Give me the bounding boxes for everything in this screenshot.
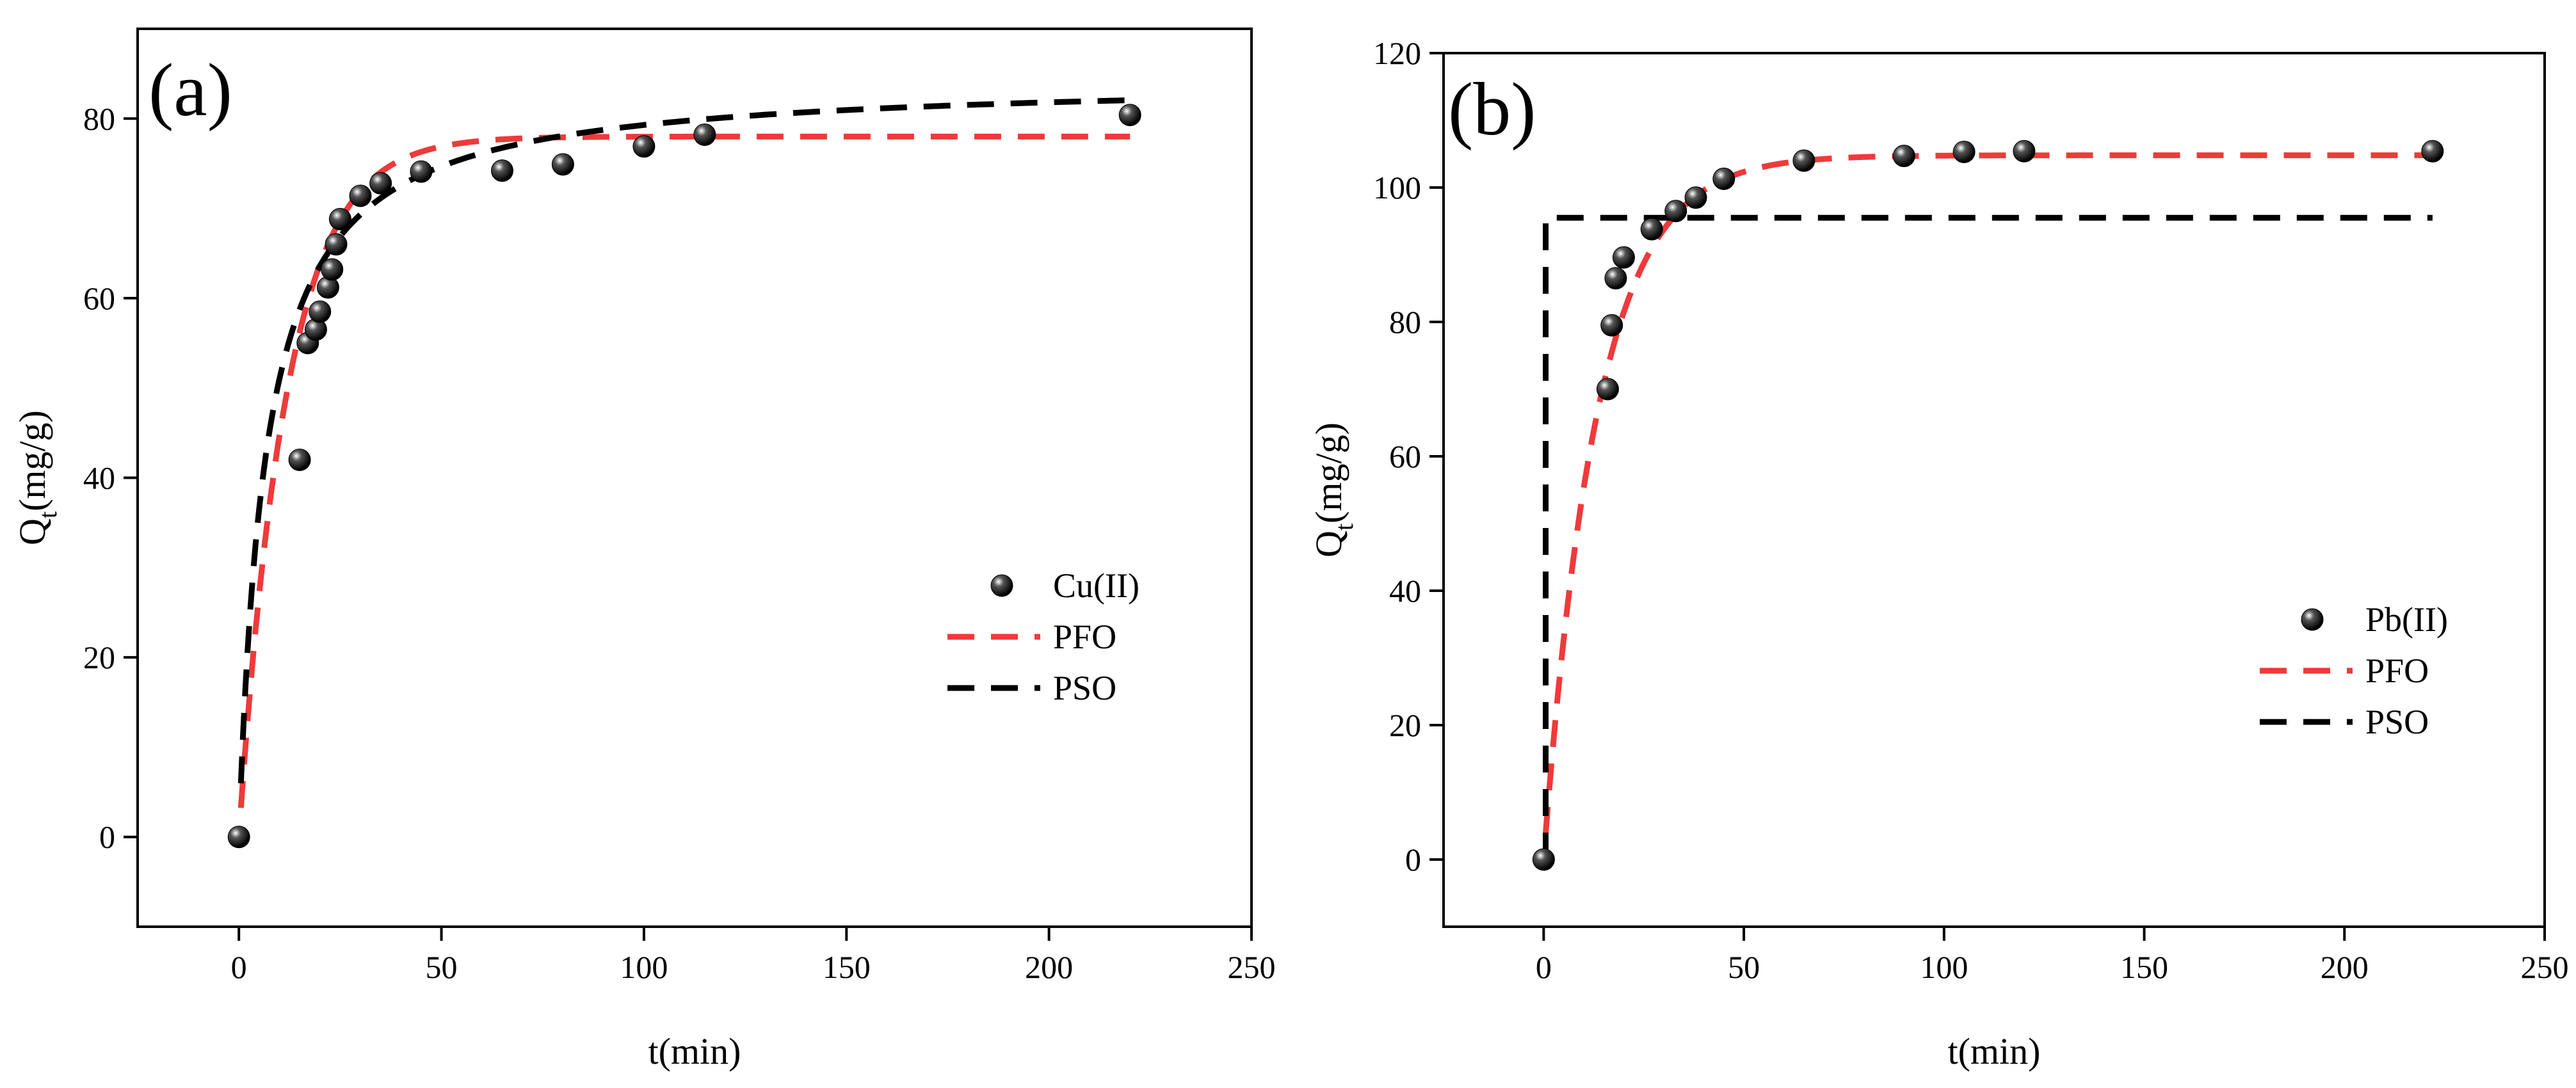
data-point bbox=[1684, 186, 1707, 209]
x-tick-label: 150 bbox=[823, 949, 871, 985]
y-tick-label: 80 bbox=[1389, 304, 1421, 340]
data-point bbox=[1640, 218, 1663, 241]
x-tick-label: 200 bbox=[1025, 949, 1073, 985]
data-point bbox=[1604, 267, 1627, 290]
x-tick-label: 250 bbox=[1228, 949, 1276, 985]
legend-label: PSO bbox=[2365, 703, 2429, 741]
data-point bbox=[349, 184, 372, 207]
y-tick-label: 40 bbox=[1389, 573, 1421, 609]
y-tick-label: 120 bbox=[1373, 35, 1421, 71]
data-point bbox=[410, 160, 433, 183]
data-point bbox=[325, 233, 348, 256]
x-tick-label: 0 bbox=[231, 949, 247, 985]
data-point bbox=[1596, 378, 1619, 401]
y-tick-label: 0 bbox=[1405, 842, 1421, 877]
data-point bbox=[1892, 145, 1915, 168]
data-point bbox=[551, 153, 574, 176]
data-point bbox=[1952, 140, 1976, 163]
y-axis-title-unit: (mg/g) bbox=[12, 410, 53, 511]
panel-a: 0 50 100 150 200 250 0 20 40 60 80 t(min) Qt(mg/g) (a… bbox=[12, 28, 1276, 1072]
y-tick-label: 0 bbox=[99, 819, 115, 855]
y-tick-label: 40 bbox=[83, 460, 115, 496]
data-point bbox=[1532, 848, 1555, 871]
x-tick-label: 150 bbox=[2120, 949, 2168, 985]
y-tick-label: 20 bbox=[1389, 707, 1421, 743]
data-point bbox=[1712, 167, 1735, 190]
x-tick-label: 50 bbox=[426, 949, 458, 985]
x-tick-label: 0 bbox=[1536, 949, 1552, 985]
data-point bbox=[1664, 200, 1687, 223]
legend-label: Cu(II) bbox=[1053, 566, 1139, 605]
panel-label: (a) bbox=[149, 48, 232, 132]
data-point bbox=[309, 300, 332, 323]
y-axis-title: Qt(mg/g) bbox=[12, 410, 62, 545]
y-axis-title-subscript: t bbox=[33, 511, 62, 518]
data-point bbox=[1612, 246, 1635, 269]
legend-marker bbox=[2301, 608, 2324, 631]
y-tick-label: 80 bbox=[83, 100, 115, 136]
panel-b: 0 50 100 150 200 250 0 20 40 60 80 100 120 t(min) Qt(m… bbox=[1308, 35, 2569, 1072]
y-axis-title-main: Q bbox=[1308, 531, 1349, 557]
x-axis-title: t(min) bbox=[648, 1030, 741, 1072]
y-tick-label: 60 bbox=[1389, 438, 1421, 474]
series-line-pfo bbox=[237, 133, 1131, 808]
data-point bbox=[1792, 149, 1815, 172]
plot-frame bbox=[136, 28, 1253, 928]
y-axis-title-main: Q bbox=[12, 518, 53, 545]
legend-label: Pb(II) bbox=[2365, 600, 2448, 639]
data-point bbox=[632, 135, 656, 158]
x-tick-label: 200 bbox=[2321, 949, 2369, 985]
x-tick-label: 100 bbox=[1920, 949, 1968, 985]
data-point bbox=[1600, 314, 1623, 337]
legend-marker bbox=[990, 574, 1013, 597]
x-tick-label: 250 bbox=[2521, 949, 2569, 985]
data-point bbox=[2013, 140, 2036, 163]
legend-label: PFO bbox=[2365, 652, 2429, 690]
x-tick-label: 100 bbox=[620, 949, 668, 985]
series-line-pso bbox=[1543, 214, 2433, 860]
legend-label: PFO bbox=[1053, 618, 1116, 656]
data-point bbox=[321, 258, 344, 281]
data-point bbox=[2421, 140, 2444, 163]
y-axis-title-subscript: t bbox=[1330, 524, 1358, 531]
series-line-pso bbox=[237, 97, 1131, 784]
y-tick-label: 100 bbox=[1373, 170, 1421, 205]
data-point bbox=[1118, 104, 1141, 127]
series-line-pfo bbox=[1543, 152, 2433, 834]
data-point bbox=[369, 172, 392, 195]
x-axis-title: t(min) bbox=[1948, 1030, 2041, 1072]
y-tick-label: 20 bbox=[83, 639, 115, 675]
legend-label: PSO bbox=[1053, 669, 1116, 707]
data-point bbox=[490, 159, 513, 182]
panel-label: (b) bbox=[1448, 67, 1536, 151]
data-point bbox=[227, 826, 250, 849]
plot-frame bbox=[1442, 52, 2546, 928]
data-point bbox=[328, 207, 351, 230]
data-point bbox=[693, 124, 716, 147]
y-axis-title: Qt(mg/g) bbox=[1308, 422, 1358, 557]
y-axis-title-unit: (mg/g) bbox=[1308, 422, 1349, 524]
x-tick-label: 50 bbox=[1728, 949, 1760, 985]
data-point bbox=[288, 448, 311, 471]
y-tick-label: 60 bbox=[83, 280, 115, 316]
